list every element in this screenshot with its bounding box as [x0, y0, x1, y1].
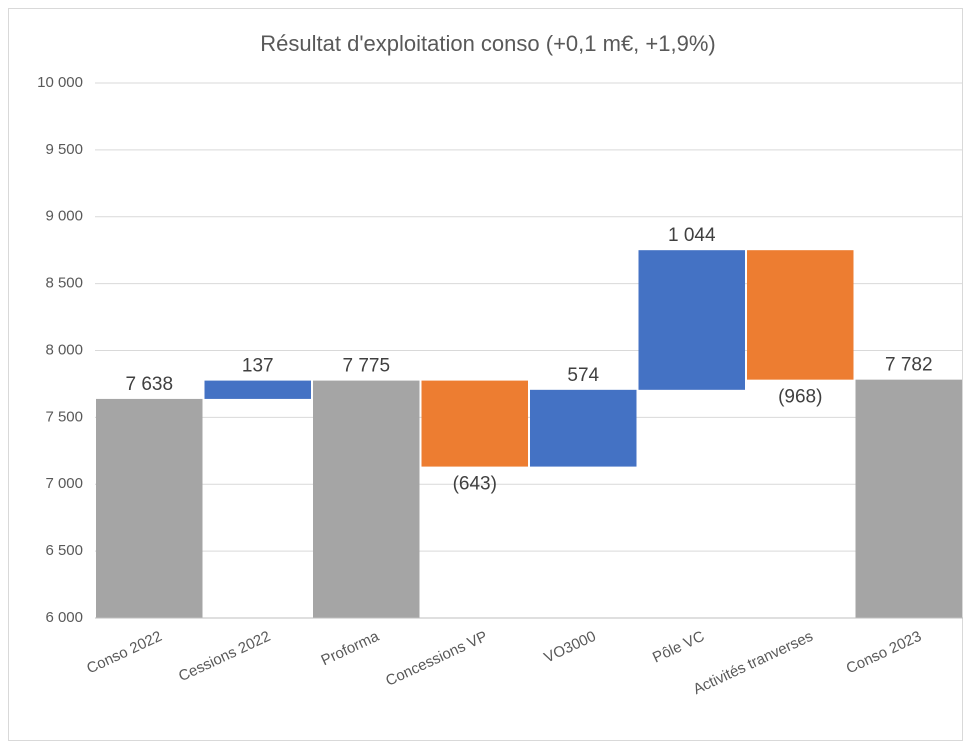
bar — [530, 389, 637, 467]
data-label: (968) — [778, 387, 822, 408]
bar — [855, 379, 962, 618]
data-label: 137 — [242, 356, 274, 377]
y-tick-label: 7 000 — [45, 475, 83, 492]
bar — [313, 380, 420, 618]
bar — [747, 250, 854, 380]
data-label: 7 638 — [125, 374, 173, 395]
data-label: 7 782 — [885, 355, 933, 376]
y-tick-label: 10 000 — [37, 74, 83, 91]
bar — [421, 380, 528, 467]
y-tick-label: 8 000 — [45, 341, 83, 358]
y-tick-label: 9 500 — [45, 141, 83, 158]
data-label: 7 775 — [342, 356, 390, 377]
y-tick-label: 7 500 — [45, 408, 83, 425]
data-label: (643) — [453, 474, 497, 495]
y-tick-label: 9 000 — [45, 208, 83, 225]
bar — [638, 250, 745, 390]
y-tick-label: 6 000 — [45, 609, 83, 626]
bar — [96, 398, 203, 618]
chart-title: Résultat d'exploitation conso (+0,1 m€, … — [260, 31, 715, 56]
y-tick-label: 6 500 — [45, 542, 83, 559]
data-label: 1 044 — [668, 225, 716, 246]
data-label: 574 — [567, 365, 599, 386]
bar — [204, 380, 311, 399]
y-tick-label: 8 500 — [45, 275, 83, 292]
